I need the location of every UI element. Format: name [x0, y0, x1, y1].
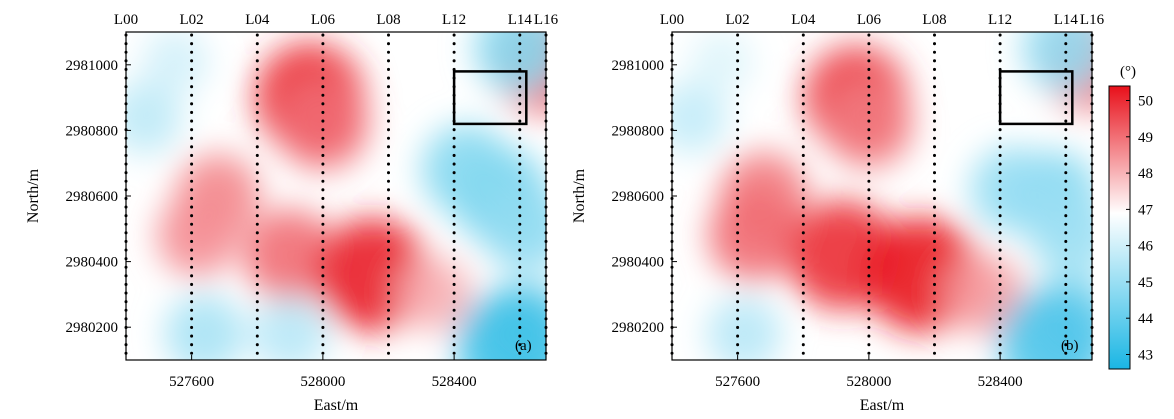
anomaly-blob [824, 79, 913, 168]
panel-b-ylabel: North/m [571, 168, 588, 223]
survey-line-label: L02 [726, 12, 750, 28]
colorbar-tick-label: 45 [1138, 275, 1153, 291]
colorbar-gradient [1108, 85, 1131, 370]
survey-line-label: L14 [1054, 12, 1079, 28]
x-tick-label: 528000 [846, 374, 891, 390]
survey-line-label: L14 [508, 12, 533, 28]
colorbar-unit: (°) [1120, 64, 1136, 80]
colorbar-tick-label: 46 [1138, 239, 1154, 255]
x-tick-label: 527600 [169, 374, 214, 390]
x-tick-label: 528400 [978, 374, 1023, 390]
anomaly-blob [277, 78, 369, 170]
y-tick-label: 2980400 [66, 255, 119, 271]
survey-line-label: L16 [534, 12, 559, 28]
panel-a-xlabel: East/m [314, 397, 359, 414]
panel-a: North/m L00 L02 L04 L06 L08 L12 L14 L16 527600 5… [25, 12, 559, 414]
anomaly-blob [244, 209, 336, 301]
survey-line-label: L02 [180, 12, 204, 28]
anomaly-blob [689, 32, 753, 93]
anomaly-blob [474, 32, 546, 95]
y-tick-label: 2980600 [612, 189, 665, 205]
panel-a-target-rectangle [452, 70, 528, 126]
y-tick-label: 2980200 [66, 320, 119, 336]
panel-b-anomaly-field [672, 32, 1092, 360]
x-tick-label: 528000 [300, 374, 345, 390]
panel-a-x-ticks: 527600 528000 528400 [169, 355, 477, 390]
colorbar: (°) 43 44 45 46 47 48 49 50 [1108, 64, 1154, 370]
anomaly-blob [708, 189, 800, 282]
y-tick-label: 2980600 [66, 189, 119, 205]
panel-b-label: (b) [1061, 338, 1079, 354]
panel-b-y-ticks: 2980200 2980400 2980600 2980800 2981000 [612, 58, 677, 336]
colorbar-tick-label: 47 [1138, 202, 1154, 218]
survey-line-label: L08 [922, 12, 946, 28]
colorbar-tick-label: 43 [1138, 348, 1153, 364]
y-tick-label: 2980800 [612, 123, 665, 139]
colorbar-tick-label: 50 [1138, 94, 1153, 110]
panel-b-survey-line-labels: L00 L02 L04 L06 L08 L12 L14 L16 [660, 12, 1105, 28]
anomaly-blob [397, 257, 472, 332]
panel-b-plot-area [672, 32, 1092, 360]
panel-a-ylabel: North/m [25, 168, 42, 223]
anomaly-blob [706, 296, 782, 360]
panel-a-survey-line-labels: L00 L02 L04 L06 L08 L12 L14 L16 [114, 12, 559, 28]
survey-line-label: L12 [442, 12, 466, 28]
survey-line-label: L12 [988, 12, 1012, 28]
panel-a-label: (a) [515, 338, 532, 354]
anomaly-blob [156, 194, 240, 277]
colorbar-tick-label: 44 [1138, 311, 1154, 327]
survey-line-label: L04 [791, 12, 816, 28]
x-tick-label: 527600 [715, 374, 760, 390]
anomaly-blob [1021, 32, 1092, 93]
survey-line-label: L00 [660, 12, 684, 28]
y-tick-label: 2980400 [612, 255, 665, 271]
anomaly-blob [142, 32, 209, 95]
anomaly-blob [482, 184, 546, 273]
panel-b-xlabel: East/m [860, 397, 905, 414]
anomaly-blob [672, 81, 728, 154]
anomaly-blob [164, 293, 246, 360]
colorbar-ticks: 43 44 45 46 47 48 49 50 [1126, 94, 1154, 364]
anomaly-blob [970, 146, 1057, 233]
y-tick-label: 2980200 [612, 320, 665, 336]
x-tick-label: 528400 [432, 374, 477, 390]
anomaly-blob [421, 124, 514, 216]
survey-line-label: L16 [1080, 12, 1105, 28]
anomaly-blob [455, 289, 546, 360]
colorbar-tick-label: 49 [1138, 130, 1153, 146]
panel-a-y-ticks: 2980200 2980400 2980600 2980800 2981000 [66, 58, 131, 336]
panel-b: North/m L00 L02 L04 L06 L08 L12 L14 L16 527600 5… [571, 12, 1105, 414]
survey-line-label: L06 [311, 12, 336, 28]
y-tick-label: 2981000 [612, 58, 665, 74]
survey-line-label: L08 [376, 12, 400, 28]
anomaly-blob [997, 288, 1092, 360]
anomaly-blob [126, 80, 183, 155]
y-tick-label: 2980800 [66, 123, 119, 139]
anomaly-blob [1030, 193, 1092, 278]
anomaly-blob [252, 296, 328, 360]
panel-b-target-rectangle [998, 70, 1074, 126]
anomaly-blob [944, 254, 1024, 334]
y-tick-label: 2981000 [66, 58, 119, 74]
survey-line-label: L00 [114, 12, 138, 28]
colorbar-tick-label: 48 [1138, 166, 1153, 182]
survey-line-label: L04 [245, 12, 270, 28]
survey-line-label: L06 [857, 12, 882, 28]
panel-b-x-ticks: 527600 528000 528400 [715, 355, 1023, 390]
